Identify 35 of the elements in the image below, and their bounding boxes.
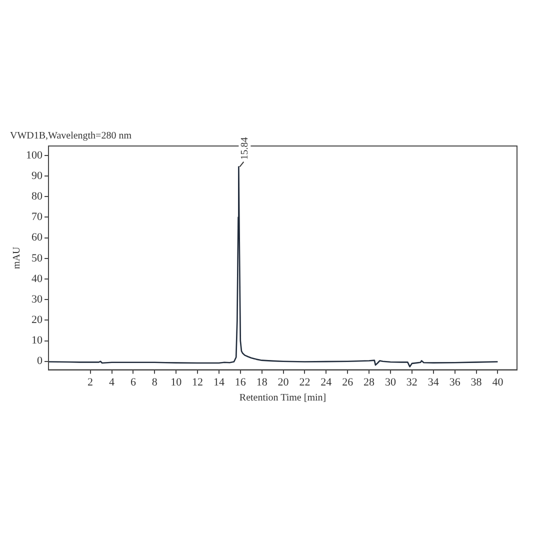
x-tick-label: 36 <box>449 376 461 388</box>
y-tick-label: 40 <box>32 272 43 285</box>
y-tick-label: 80 <box>32 190 43 203</box>
y-tick-label: 60 <box>32 232 43 244</box>
y-tick-label: 100 <box>26 149 43 162</box>
y-tick-label: 20 <box>32 314 43 326</box>
x-tick-label: 20 <box>278 376 290 388</box>
x-tick-label: 4 <box>109 376 116 388</box>
x-tick-label: 32 <box>406 376 418 388</box>
x-tick-label: 24 <box>320 376 332 388</box>
x-tick-label: 30 <box>384 376 396 388</box>
y-tick-label: 30 <box>32 293 43 306</box>
x-tick-label: 12 <box>192 376 204 388</box>
y-tick-label: 0 <box>37 355 43 368</box>
x-tick-label: 10 <box>170 376 182 388</box>
x-tick-label: 40 <box>492 376 504 388</box>
y-tick-label: 70 <box>32 211 43 224</box>
x-tick-label: 26 <box>342 376 354 388</box>
x-tick-label: 16 <box>234 376 246 388</box>
x-tick-label: 2 <box>88 376 94 388</box>
y-tick-label: 50 <box>32 252 43 264</box>
y-axis-title: mAU <box>12 246 23 270</box>
x-tick-label: 8 <box>152 376 158 388</box>
x-tick-label: 34 <box>428 376 440 388</box>
x-tick-label: 38 <box>470 376 482 388</box>
x-tick-label: 28 <box>364 376 376 388</box>
y-tick-label: 90 <box>32 170 43 182</box>
x-axis-title: Retention Time [min] <box>239 392 326 404</box>
x-tick-label: 18 <box>256 376 268 388</box>
chart-title: VWD1B,Wavelength=280 nm <box>10 130 132 142</box>
annotation: 15.84 <box>239 137 250 160</box>
x-tick-label: 14 <box>213 376 225 388</box>
y-tick-label: 10 <box>32 334 43 347</box>
x-tick-label: 22 <box>299 376 310 388</box>
x-tick-label: 6 <box>130 376 136 388</box>
